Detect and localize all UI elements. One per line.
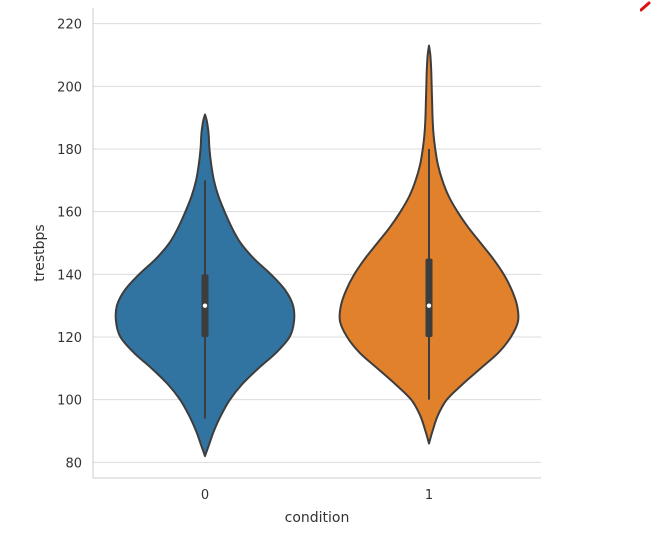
y-tick-label: 160 [57,206,82,221]
x-tick-label: 1 [425,488,433,503]
y-tick-label: 220 [57,18,82,33]
violin-1 [338,44,520,445]
violin-median-1 [426,303,432,308]
violin-0 [114,113,296,458]
y-tick-labels: 80 100 120 140 160 180 200 220 [57,18,82,472]
x-tick-label: 0 [201,488,209,503]
y-axis-label: trestbps [32,224,48,281]
y-tick-label: 140 [57,268,82,283]
y-tick-label: 80 [65,456,82,471]
red-pen-mark [640,1,651,12]
y-tick-label: 180 [57,143,82,158]
y-tick-label: 100 [57,394,82,409]
x-axis-label: condition [285,510,350,526]
y-tick-label: 120 [57,331,82,346]
axis-spines [92,8,541,479]
violins [114,44,520,458]
violin-median-0 [202,303,208,308]
violin-iqr-box-1 [425,258,433,337]
y-tick-label: 200 [57,80,82,95]
